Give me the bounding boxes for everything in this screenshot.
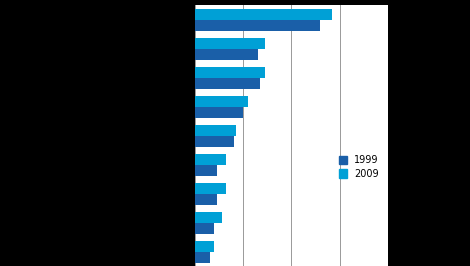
Bar <box>195 154 227 165</box>
Bar <box>195 78 260 89</box>
Bar <box>195 223 214 234</box>
Bar <box>195 211 221 223</box>
Bar <box>195 49 258 60</box>
Legend: 1999, 2009: 1999, 2009 <box>335 151 383 183</box>
Bar <box>195 9 332 20</box>
Bar <box>195 240 214 252</box>
Bar <box>195 165 217 176</box>
Bar <box>195 20 321 31</box>
Bar <box>195 107 243 118</box>
Bar <box>195 67 265 78</box>
Bar <box>195 136 234 147</box>
Bar <box>195 194 217 205</box>
Bar <box>195 182 227 194</box>
Bar <box>195 38 265 49</box>
Bar <box>195 125 236 136</box>
Bar <box>195 96 248 107</box>
Bar <box>195 252 210 263</box>
